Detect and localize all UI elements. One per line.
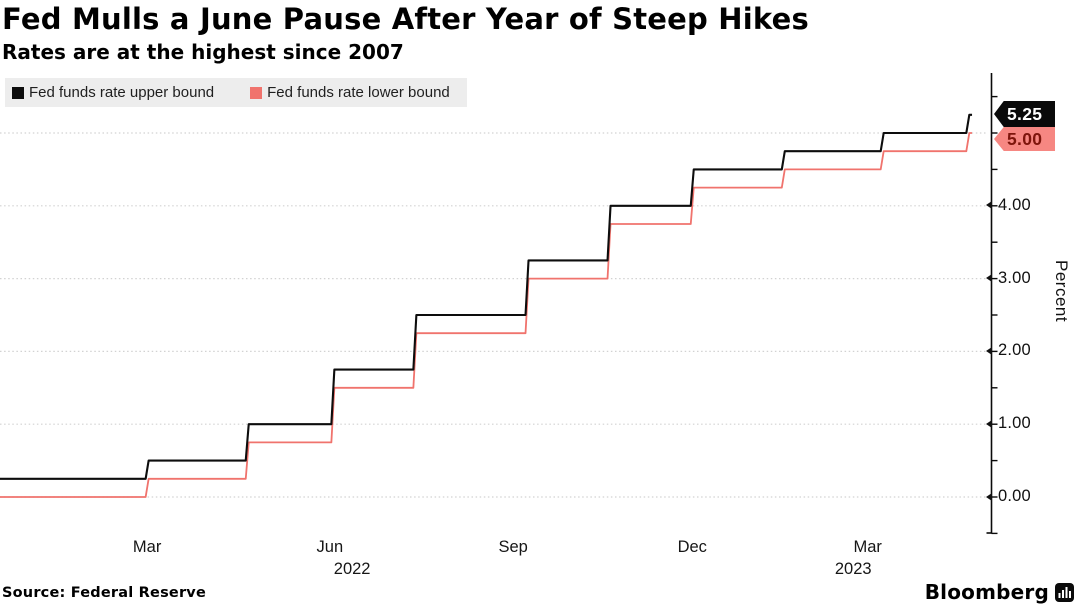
y-tick-label: 1.00 — [986, 414, 1031, 433]
x-tick-label: Dec — [677, 538, 707, 556]
y-axis-title: Percent — [1052, 260, 1071, 323]
legend-label-lower: Fed funds rate lower bound — [267, 84, 450, 101]
x-tick-label: Sep — [498, 538, 528, 556]
legend: Fed funds rate upper bound Fed funds rat… — [5, 78, 467, 107]
legend-swatch-upper-icon — [12, 86, 24, 99]
bloomberg-terminal-icon — [1055, 582, 1074, 602]
y-tick-label: 3.00 — [986, 269, 1031, 288]
last-value-badge-lower: 5.00 — [994, 127, 1055, 151]
x-year-label: 2022 — [333, 560, 371, 578]
legend-item-upper-bound: Fed funds rate upper bound — [12, 84, 214, 101]
y-tick-label: 2.00 — [986, 341, 1031, 360]
tick-arrow-icon — [986, 492, 992, 501]
x-tick-label: Mar — [853, 538, 882, 556]
bloomberg-wordmark: Bloomberg — [924, 580, 1049, 604]
legend-swatch-lower-icon — [250, 86, 263, 99]
tick-arrow-icon — [986, 419, 992, 428]
x-year-label: 2023 — [834, 560, 872, 578]
chart-title: Fed Mulls a June Pause After Year of Ste… — [2, 2, 809, 36]
tick-arrow-icon — [986, 274, 992, 283]
x-tick-label: Mar — [132, 538, 162, 556]
legend-item-lower-bound: Fed funds rate lower bound — [250, 84, 450, 101]
chart-subtitle: Rates are at the highest since 2007 — [2, 40, 404, 64]
source-note: Source: Federal Reserve — [2, 585, 206, 601]
tick-arrow-icon — [986, 201, 992, 210]
bloomberg-logo: Bloomberg — [925, 580, 1074, 604]
tick-arrow-icon — [986, 346, 992, 355]
last-value-upper: 5.25 — [1007, 103, 1043, 124]
legend-label-upper: Fed funds rate upper bound — [29, 84, 215, 101]
x-tick-label: Jun — [316, 538, 344, 556]
last-value-badge-upper: 5.25 — [994, 101, 1055, 127]
last-value-lower: 5.00 — [1007, 128, 1043, 149]
y-tick-label: 4.00 — [986, 196, 1031, 215]
y-tick-label: 0.00 — [986, 487, 1031, 506]
